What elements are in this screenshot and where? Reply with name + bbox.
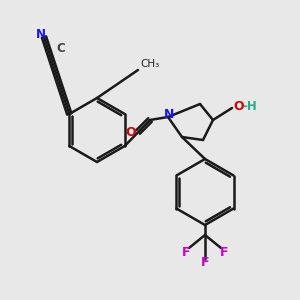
Text: CH₃: CH₃ xyxy=(140,59,159,69)
Text: F: F xyxy=(182,245,190,259)
Text: O: O xyxy=(126,125,136,139)
Text: O: O xyxy=(233,100,244,112)
Text: F: F xyxy=(220,245,228,259)
Text: F: F xyxy=(201,256,209,269)
Text: -H: -H xyxy=(242,100,257,112)
Text: N: N xyxy=(36,28,46,40)
Text: C: C xyxy=(57,41,65,55)
Text: N: N xyxy=(164,107,174,121)
